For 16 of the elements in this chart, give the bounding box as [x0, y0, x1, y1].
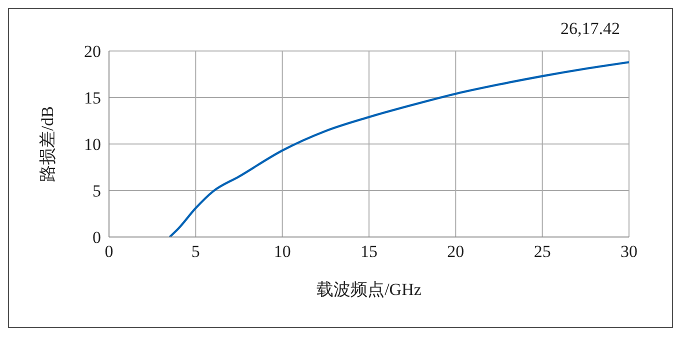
y-tick-label: 0: [92, 228, 101, 248]
x-tick-label: 25: [534, 242, 551, 262]
y-tick-label: 5: [92, 182, 101, 201]
x-tick-label: 15: [360, 242, 378, 262]
x-tick-label: 10: [274, 242, 291, 262]
y-tick-label: 10: [84, 135, 101, 154]
y-tick-label: 15: [84, 88, 101, 108]
x-tick-label: 20: [447, 242, 464, 262]
y-axis-title: 路损差/dB: [38, 106, 58, 182]
x-tick-label: 5: [191, 242, 200, 262]
x-axis-title: 载波频点/GHz: [316, 280, 422, 299]
x-tick-label: 0: [104, 242, 114, 262]
text: 26,17.42: [560, 19, 620, 39]
x-tick-label: 30: [620, 242, 638, 262]
y-tick-label: 20: [84, 42, 101, 62]
line-series: [168, 61, 629, 237]
